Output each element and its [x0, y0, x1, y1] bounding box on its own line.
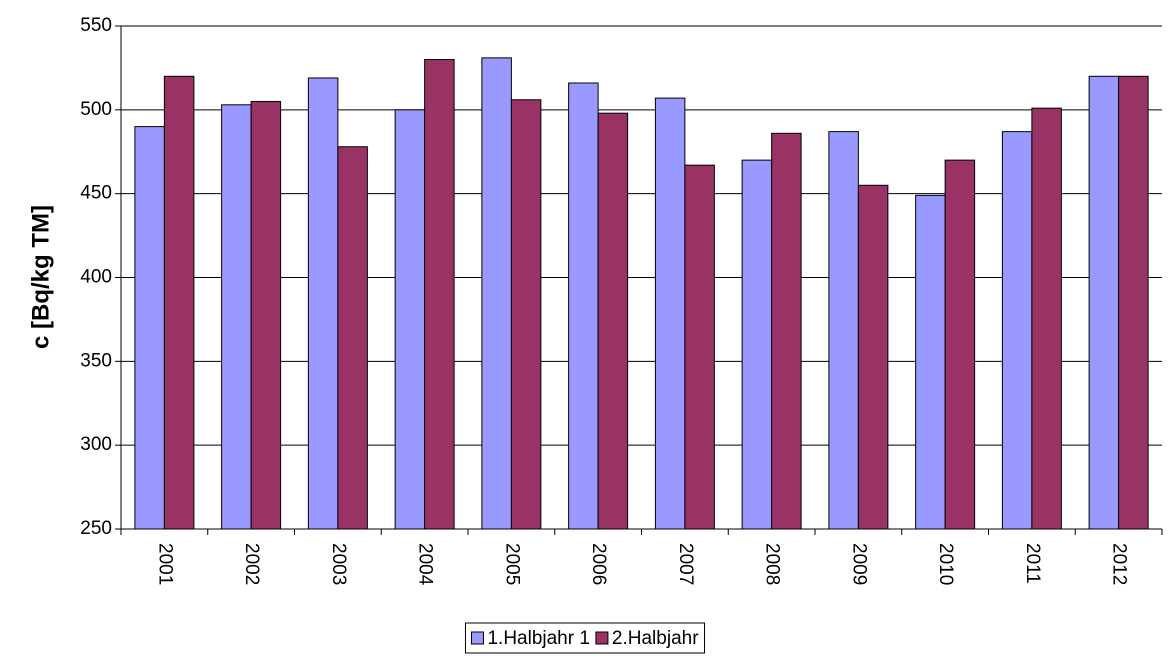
- legend-swatch: [595, 631, 609, 645]
- x-tick-label: 2007: [675, 543, 696, 585]
- y-tick-label: 300: [80, 434, 112, 455]
- bar: [221, 104, 252, 530]
- bar: [684, 164, 715, 530]
- x-tick-label: 2004: [415, 543, 436, 586]
- bar: [568, 82, 599, 530]
- bar: [654, 97, 686, 530]
- x-tick-label: 2008: [762, 543, 783, 585]
- bar: [944, 159, 976, 530]
- y-axis-label: c [Bq/kg TM]: [27, 205, 54, 349]
- bar: [134, 126, 165, 530]
- legend-label: 1.Halbjahr 1: [487, 628, 589, 649]
- y-tick-label: 250: [80, 518, 112, 539]
- y-tick-label: 450: [80, 183, 112, 204]
- bar: [828, 131, 859, 530]
- bar: [307, 77, 339, 530]
- x-tick-label: 2003: [328, 543, 349, 585]
- x-tick-label: 2009: [848, 543, 869, 585]
- x-tick-label: 2010: [935, 543, 956, 585]
- bar: [771, 132, 802, 530]
- bar: [1088, 75, 1120, 530]
- bar: [857, 184, 889, 530]
- bar: [510, 99, 542, 530]
- x-tick-label: 2012: [1109, 543, 1130, 585]
- x-tick-label: 2006: [588, 543, 609, 585]
- bar: [1031, 107, 1062, 530]
- bar: [915, 194, 946, 530]
- legend-swatch: [470, 631, 484, 645]
- bar: [741, 159, 773, 530]
- bar: [481, 57, 512, 530]
- bar: [597, 112, 629, 530]
- x-tick-label: 2001: [154, 543, 175, 585]
- legend-box: [464, 622, 706, 654]
- x-tick-label: 2005: [501, 543, 522, 585]
- bar: [424, 59, 455, 530]
- legend-label: 2.Halbjahr: [612, 628, 699, 649]
- bar: [163, 75, 195, 530]
- bar: [337, 146, 368, 530]
- bar: [1001, 131, 1033, 530]
- x-tick-label: 2002: [241, 543, 262, 585]
- bar: [1118, 75, 1149, 530]
- y-tick-label: 350: [80, 350, 112, 371]
- bar: [250, 100, 282, 530]
- y-tick-label: 500: [80, 99, 112, 120]
- legend: 1.Halbjahr 1 2.Halbjahr: [464, 622, 706, 654]
- y-tick-label: 550: [80, 15, 112, 36]
- y-tick-label: 400: [80, 267, 112, 288]
- bar: [394, 109, 426, 530]
- x-tick-label: 2011: [1022, 543, 1043, 584]
